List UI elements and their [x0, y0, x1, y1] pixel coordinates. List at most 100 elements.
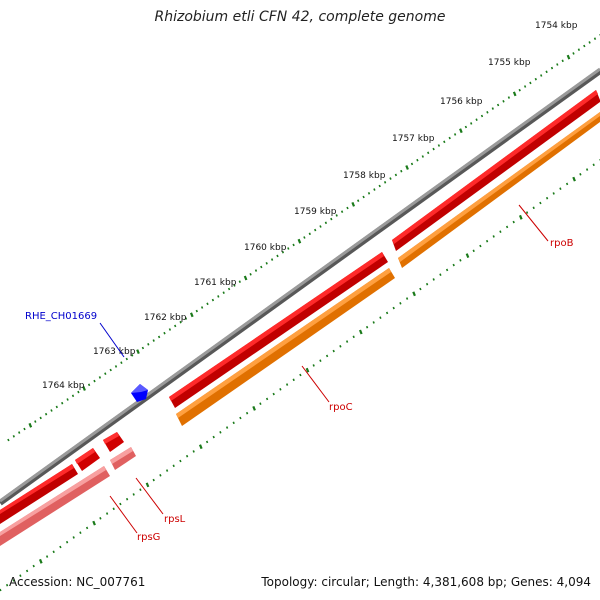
minor-tick — [219, 431, 222, 434]
gene-rpsL[interactable] — [103, 432, 124, 452]
cds-rpoB[interactable] — [398, 112, 600, 268]
minor-tick — [593, 37, 597, 40]
cds-rpoC[interactable] — [176, 268, 395, 426]
minor-tick — [59, 545, 62, 549]
minor-tick — [185, 454, 189, 458]
minor-tick — [206, 302, 209, 306]
minor-tick — [120, 361, 123, 364]
minor-tick — [71, 394, 75, 398]
minor-tick — [34, 420, 37, 423]
ruler-label: 1764 kbp — [42, 381, 85, 391]
ruler-label: 1760 kbp — [244, 243, 287, 253]
major-tick — [305, 367, 310, 373]
minor-tick — [141, 346, 145, 350]
cds-rpsL[interactable] — [110, 447, 136, 470]
minor-tick — [453, 133, 457, 136]
minor-tick — [439, 273, 442, 276]
minor-tick — [437, 144, 441, 147]
minor-tick — [324, 221, 328, 225]
label-rpoC: rpoC — [329, 402, 353, 413]
minor-tick — [405, 297, 409, 300]
minor-tick — [540, 74, 543, 77]
minor-tick — [559, 187, 562, 190]
minor-tick — [552, 192, 555, 195]
inner-tick-marks — [0, 159, 600, 592]
outer-tick-marks — [7, 34, 600, 442]
minor-tick — [470, 122, 473, 125]
minor-tick — [445, 268, 449, 272]
minor-tick — [330, 217, 333, 221]
minor-tick — [281, 250, 285, 254]
minor-tick — [105, 512, 109, 515]
gene-rpoB[interactable] — [392, 90, 600, 251]
minor-tick — [432, 147, 435, 151]
major-tick — [351, 201, 356, 207]
minor-tick — [19, 574, 22, 577]
minor-tick — [212, 435, 215, 439]
minor-tick — [486, 111, 489, 114]
minor-tick — [512, 220, 515, 224]
cds-rpsG[interactable] — [0, 466, 110, 546]
ruler-label: 1762 kbp — [144, 313, 187, 323]
minor-tick — [427, 151, 430, 155]
minor-tick — [217, 295, 220, 298]
major-tick — [92, 520, 96, 526]
leader-RHE_CH01669 — [99, 322, 125, 358]
minor-tick — [272, 392, 275, 396]
label-rpsL: rpsL — [164, 514, 186, 525]
minor-tick — [52, 550, 55, 554]
ruler-label: 1761 kbp — [194, 278, 237, 288]
minor-tick — [66, 398, 69, 401]
minor-tick — [159, 474, 162, 477]
minor-tick — [383, 181, 387, 184]
minor-tick — [7, 438, 10, 442]
minor-tick — [205, 440, 209, 444]
gene-rpsG[interactable] — [0, 448, 100, 524]
major-tick — [189, 312, 194, 318]
minor-tick — [131, 354, 134, 357]
minor-tick — [496, 103, 500, 107]
ruler-label: 1754 kbp — [535, 21, 578, 31]
minor-tick — [532, 206, 535, 210]
ruler-labels: 1754 kbp 1755 kbp 1756 kbp 1757 kbp 1758 kbp… — [42, 21, 578, 391]
minor-tick — [249, 273, 252, 276]
minor-tick — [87, 383, 91, 387]
minor-tick — [279, 388, 282, 391]
minor-tick — [65, 540, 69, 544]
leader-rpoB — [518, 204, 549, 242]
minor-tick — [419, 287, 422, 291]
gene-rpoC[interactable] — [169, 252, 388, 408]
minor-tick — [507, 96, 511, 99]
backbone-line — [0, 67, 600, 503]
minor-tick — [577, 48, 581, 51]
major-tick — [465, 253, 470, 259]
minor-tick — [372, 321, 375, 324]
minor-tick — [5, 583, 9, 587]
minor-tick — [389, 177, 392, 180]
minor-tick — [98, 376, 102, 379]
minor-tick — [378, 184, 381, 188]
minor-tick — [385, 311, 389, 315]
minor-tick — [259, 402, 262, 405]
minor-tick — [491, 107, 494, 110]
minor-tick — [523, 85, 527, 88]
major-tick — [198, 444, 203, 450]
minor-tick — [308, 232, 311, 236]
minor-tick — [72, 536, 75, 539]
major-tick — [297, 238, 302, 244]
minor-tick — [85, 526, 89, 530]
minor-tick — [225, 426, 229, 429]
minor-tick — [579, 173, 582, 176]
minor-tick — [299, 373, 302, 377]
minor-tick — [319, 359, 322, 362]
minor-tick — [421, 155, 424, 158]
minor-tick — [163, 331, 166, 335]
minor-tick — [200, 306, 204, 309]
minor-tick — [265, 262, 268, 265]
minor-tick — [592, 163, 595, 167]
map-title: Rhizobium etli CFN 42, complete genome — [154, 9, 446, 25]
minor-tick — [525, 211, 529, 214]
minor-tick — [319, 225, 322, 228]
minor-tick — [480, 114, 484, 118]
minor-tick — [365, 325, 369, 329]
